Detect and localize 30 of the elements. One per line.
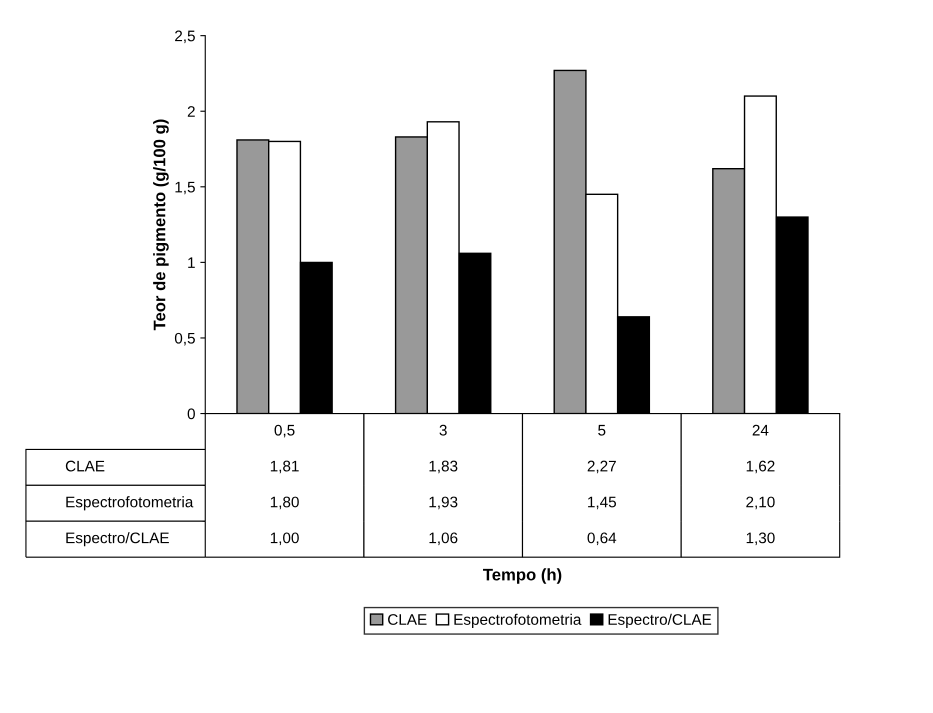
y-tick-label: 2	[188, 106, 195, 117]
x-tick-label: 0,5	[274, 424, 295, 438]
data-label: 2,27	[588, 460, 616, 474]
text: Tempo (h)	[483, 568, 562, 584]
text: Espectrofotometria	[66, 496, 194, 510]
y-axis-title: Teor de pigmento (g/100 g)	[153, 120, 169, 330]
legend-label: CLAE	[388, 614, 427, 625]
x-tick-label: 5	[598, 424, 606, 436]
y-tick-label: 0,5	[174, 332, 195, 346]
y-tick-label: 1,5	[175, 182, 195, 194]
data-label: 1,83	[429, 460, 458, 474]
x-tick-label: 24	[752, 424, 768, 436]
data-label: 1,00	[270, 532, 299, 546]
legend-label: Espectrofotometria	[454, 614, 582, 628]
y-tick-label: 0	[188, 408, 195, 420]
data-label: 2,10	[746, 496, 775, 510]
legend-label: Espectro/CLAE	[608, 614, 712, 628]
text: CLAE	[66, 460, 104, 472]
data-label: 1,30	[746, 532, 775, 546]
data-label: 1,06	[429, 532, 458, 546]
data-label: 1,93	[429, 496, 458, 510]
data-label: 1,80	[270, 496, 299, 510]
data-label: 1,81	[270, 460, 299, 474]
x-tick-label: 3	[440, 424, 447, 436]
data-label: 1,45	[588, 496, 616, 510]
y-tick-label: 1	[188, 257, 195, 268]
data-label: 0,64	[588, 532, 616, 546]
data-label: 1,62	[746, 460, 774, 474]
y-tick-label: 2,5	[175, 30, 195, 44]
text: Espectro/CLAE	[66, 532, 169, 546]
